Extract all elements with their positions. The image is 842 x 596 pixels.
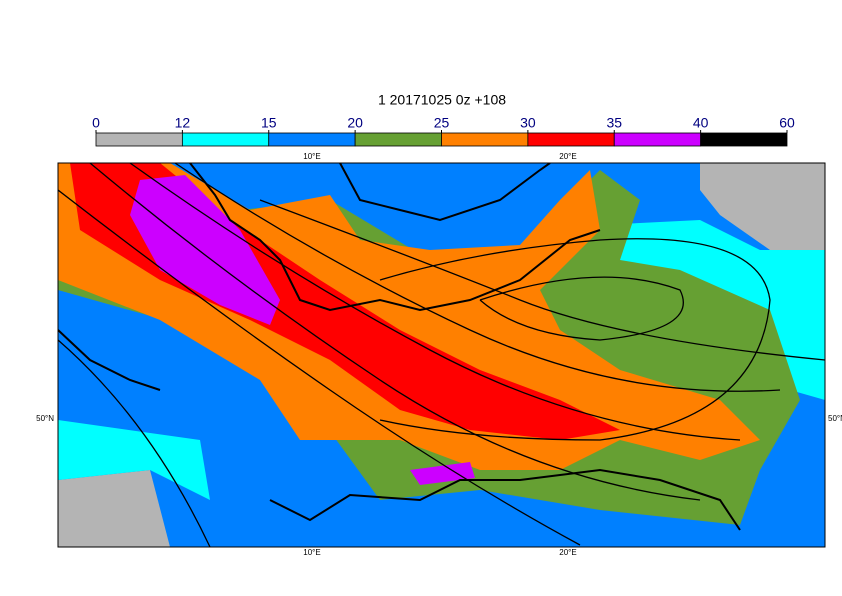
contour-line — [379, 238, 771, 441]
contour-line — [259, 199, 825, 361]
colorbar-label: 35 — [606, 115, 622, 131]
field-cyan — [600, 220, 825, 400]
lon-label: 20°E — [559, 152, 576, 161]
coastline — [189, 163, 601, 312]
colorbar-label: 0 — [92, 115, 100, 131]
contour-line — [58, 189, 581, 546]
lon-label: 20°E — [559, 548, 576, 557]
colorbar-segment — [613, 132, 702, 147]
colorbar-label: 12 — [175, 115, 191, 131]
coastline — [339, 163, 551, 222]
colorbar-label: 40 — [693, 115, 709, 131]
colorbar-segment — [354, 132, 442, 147]
field-gray — [58, 470, 170, 547]
contour-line — [174, 163, 781, 392]
coastline — [269, 468, 741, 531]
colorbar-label: 60 — [779, 115, 795, 131]
lon-label: 10°E — [303, 152, 320, 161]
colorbar: 0 12 15 20 25 30 35 40 60 — [92, 115, 795, 147]
contour-line — [479, 276, 684, 341]
contour-line — [58, 339, 211, 547]
lon-label: 10°E — [303, 548, 320, 557]
colorbar-segment — [700, 132, 788, 147]
colorbar-label: 30 — [520, 115, 536, 131]
map-title: 1 20171025 0z +108 — [378, 92, 506, 108]
field-magenta — [410, 462, 475, 485]
colorbar-label: 15 — [261, 115, 277, 131]
map-field — [58, 163, 825, 547]
contour-line — [129, 163, 741, 441]
lat-label: 50°N — [36, 414, 54, 423]
field-cyan — [58, 420, 210, 500]
map-frame — [57, 162, 826, 548]
contour-line — [89, 163, 701, 501]
field-magenta — [130, 175, 280, 325]
colorbar-segment — [527, 132, 615, 147]
lat-label: 50°N — [828, 414, 842, 423]
colorbar-segment — [95, 132, 183, 147]
coastline — [58, 329, 161, 391]
colorbar-segment — [181, 132, 270, 147]
colorbar-segment — [441, 132, 529, 147]
colorbar-label: 20 — [347, 115, 363, 131]
colorbar-label: 25 — [434, 115, 450, 131]
colorbar-segment — [268, 132, 356, 147]
